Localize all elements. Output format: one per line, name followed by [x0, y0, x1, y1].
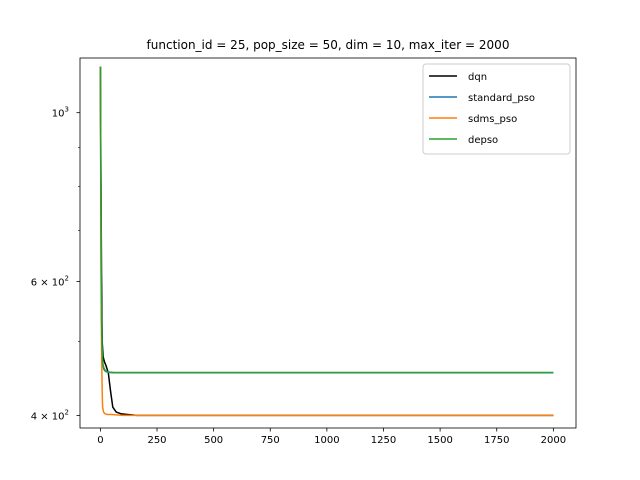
x-axis-ticks: 0 250 500 750 1000 1250 1500 1750 2000: [97, 428, 566, 446]
x-tick-label: 750: [261, 435, 280, 446]
series-line-depso: [99, 66, 554, 374]
legend-label: standard_pso: [468, 93, 535, 104]
x-tick-label: 0: [97, 435, 103, 446]
x-tick-label: 1750: [484, 435, 509, 446]
legend-frame: [422, 63, 571, 155]
x-tick-label: 250: [147, 435, 166, 446]
plot-frame: [79, 57, 577, 429]
x-tick-label: 1250: [371, 435, 396, 446]
legend-label: dqn: [468, 72, 487, 83]
chart-title: function_id = 25, pop_size = 50, dim = 1…: [147, 38, 510, 52]
y-tick-label: 103: [52, 106, 69, 120]
x-tick-label: 500: [204, 435, 223, 446]
y-tick-label: 4 × 102: [31, 408, 69, 422]
series-lines: [99, 66, 554, 417]
y-tick-label: 6 × 102: [31, 274, 69, 288]
x-tick-label: 2000: [541, 435, 566, 446]
x-tick-label: 1000: [314, 435, 339, 446]
x-tick-label: 1500: [427, 435, 452, 446]
legend-label: depso: [468, 135, 498, 146]
legend-label: sdms_pso: [468, 114, 517, 125]
